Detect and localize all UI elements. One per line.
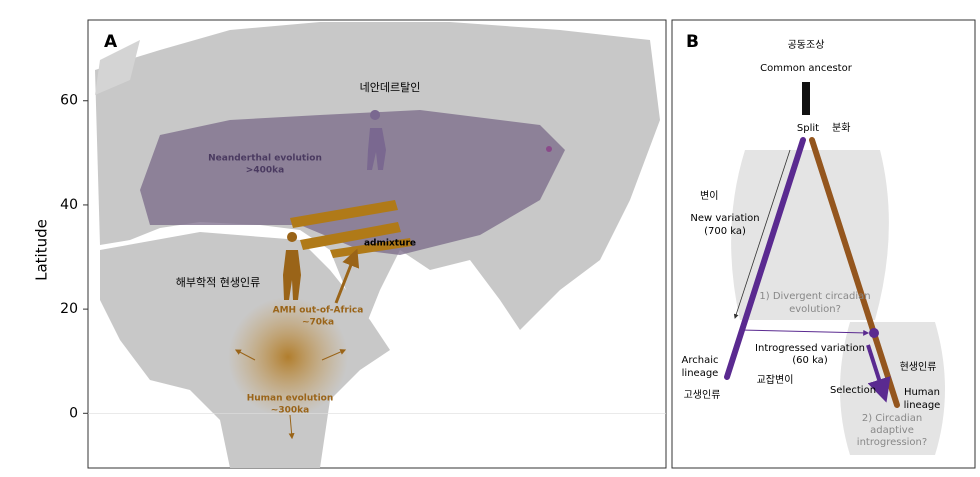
label: 변이 [700,190,718,202]
neanderthal-figure [367,110,386,170]
human-origin-glow [228,297,348,417]
spread-arrow [288,414,295,440]
label: evolution? [789,304,841,315]
label: >400ka [246,166,284,176]
variation-arrow [733,149,791,319]
label: admixture [364,239,416,249]
label: Archaic [682,355,719,366]
label: Common ancestor [760,63,853,74]
label: introgression? [857,437,927,448]
spread-arrow [321,349,347,361]
label: (700 ka) [704,226,746,237]
label: 분화 [832,122,850,134]
label: ~300ka [271,406,309,416]
y-axis: 0 20 40 60 [60,93,666,421]
ancestor-bar [802,82,810,115]
label: 네안데르탈인 [360,81,421,94]
panel-a: A Latitude 네안데르탈인 Neanderthal evolution … [33,19,667,469]
axis-title: Latitude [33,219,51,281]
label: AMH out-of-Africa [273,306,364,316]
spread-arrow [234,349,256,361]
panel-label: B [686,32,699,52]
label: adaptive [870,425,914,436]
selection-arrow [866,344,891,403]
label: Human evolution [247,394,334,404]
y-tick-label: 0 [69,405,78,421]
human-figure [283,232,301,300]
label: 고생인류 [684,389,721,401]
introgression-arrow [739,329,870,336]
neanderthal-range [140,110,565,255]
label: New variation [690,213,759,224]
label: 2) Circadian [862,413,922,424]
label: 공동조상 [788,39,825,51]
label: lineage [682,368,719,379]
label: Split [797,123,819,134]
label: 교잡변이 [757,374,794,386]
greenland [95,40,140,95]
label: Neanderthal evolution [208,154,322,164]
archaic-lineage [724,137,806,380]
label: ~70ka [302,318,334,328]
label: 현생인류 [900,361,937,373]
label: Human [904,387,940,398]
divergence-zone [731,150,889,320]
range-point [546,146,552,152]
label: 1) Divergent circadian [759,291,870,302]
y-tick-label: 20 [60,301,78,317]
label: lineage [904,400,941,411]
y-tick-label: 40 [60,197,78,213]
label: 해부학적 현생인류 [176,275,260,289]
admixture-stripes [290,200,412,258]
label: Selection [830,385,876,396]
introgression-point [869,328,879,338]
human-lineage [809,137,900,408]
out-of-africa-arrow [334,248,360,304]
label: (60 ka) [792,355,828,366]
panel-b: B 공동조상 Common ancestor Split 분화 변이 New v… [671,19,976,469]
y-tick-label: 60 [60,93,78,109]
panel-label: A [104,32,118,52]
label: Introgressed variation [755,343,865,354]
